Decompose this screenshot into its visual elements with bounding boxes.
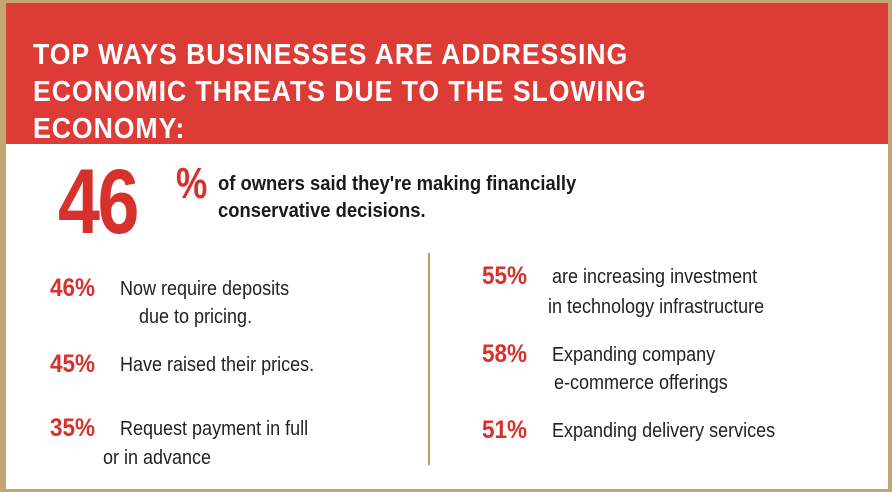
stat-percent: 45% [50, 350, 96, 378]
stat-text-line-1: Now require deposits [120, 278, 290, 300]
stat-text-line-1: are increasing investment [552, 266, 758, 288]
hero-number: 46 [58, 151, 139, 253]
stat-percent: 46% [50, 274, 96, 302]
stat-text-line-1: Request payment in full [120, 418, 309, 440]
stat-percent: 58% [482, 340, 528, 368]
stat-text-line-2: e-commerce offerings [554, 372, 728, 394]
stat-percent: 51% [482, 416, 528, 444]
title-line-1: TOP WAYS BUSINESSES ARE ADDRESSING [33, 39, 629, 71]
stat-percent: 35% [50, 414, 96, 442]
header-banner: TOP WAYS BUSINESSES ARE ADDRESSING ECONO… [6, 3, 888, 145]
column-divider [428, 253, 430, 465]
hero-text-line-1: of owners said they're making financiall… [218, 173, 577, 195]
hero-percent-sign: % [176, 159, 208, 208]
hero-text-line-2: conservative decisions. [218, 200, 426, 222]
stat-text-line-1: Expanding company [552, 344, 716, 366]
stat-text-line-2: in technology infrastructure [548, 296, 765, 318]
infographic-frame: TOP WAYS BUSINESSES ARE ADDRESSING ECONO… [6, 3, 888, 489]
stat-text-line-2: or in advance [103, 447, 212, 469]
stat-text-line-2: due to pricing. [139, 306, 253, 328]
stat-text-line-1: Have raised their prices. [120, 354, 315, 376]
hero-description: of owners said they're making financiall… [218, 171, 641, 225]
page-title: TOP WAYS BUSINESSES ARE ADDRESSING ECONO… [33, 37, 806, 148]
stat-text-line-1: Expanding delivery services [552, 420, 776, 442]
stat-percent: 55% [482, 262, 528, 290]
title-line-2: ECONOMIC THREATS DUE TO THE SLOWING ECON… [33, 76, 647, 145]
